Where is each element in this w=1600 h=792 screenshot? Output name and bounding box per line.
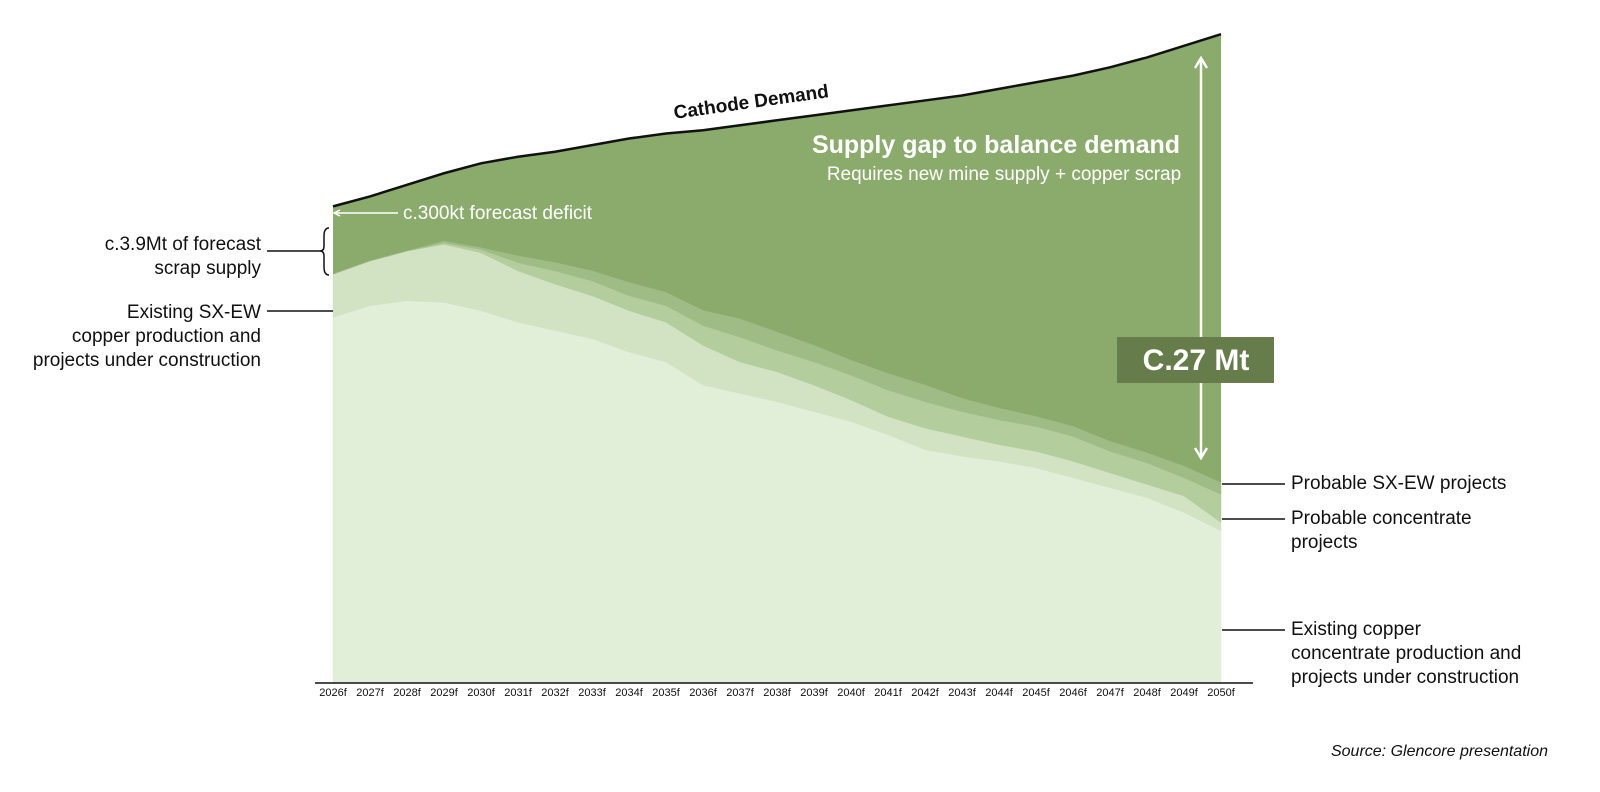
gap-box	[1117, 337, 1274, 383]
x-tick-label: 2045f	[1022, 687, 1050, 699]
x-tick-label: 2030f	[467, 687, 495, 699]
x-tick-label: 2050f	[1207, 687, 1235, 699]
x-tick-label: 2027f	[356, 687, 384, 699]
gap-subtitle: Requires new mine supply + copper scrap	[827, 164, 1181, 185]
legend-label: Existing copper concentrate production a…	[1291, 619, 1522, 688]
legend-label: Probable concentrate projects	[1291, 508, 1472, 553]
x-tick-label: 2044f	[985, 687, 1013, 699]
x-tick-label: 2031f	[504, 687, 532, 699]
x-tick-label: 2047f	[1096, 687, 1124, 699]
x-tick-label: 2042f	[911, 687, 939, 699]
gap-arrow	[1193, 55, 1209, 461]
gap-value: C.27 Mt	[1143, 344, 1250, 377]
x-tick-label: 2032f	[541, 687, 569, 699]
deficit-label: c.300kt forecast deficit	[403, 203, 593, 224]
x-tick-label: 2037f	[726, 687, 754, 699]
x-tick-label: 2048f	[1133, 687, 1161, 699]
x-tick-label: 2036f	[689, 687, 717, 699]
area	[332, 240, 1222, 495]
x-tick-label: 2035f	[652, 687, 680, 699]
x-tick-label: 2049f	[1170, 687, 1198, 699]
x-tick-label: 2041f	[874, 687, 902, 699]
legend-label: Probable SX-EW projects	[1291, 473, 1507, 494]
demand-line	[332, 33, 1222, 208]
x-tick-label: 2043f	[948, 687, 976, 699]
source: Source: Glencore presentation	[1330, 743, 1548, 760]
x-tick-label: 2026f	[319, 687, 347, 699]
x-tick-label: 2046f	[1059, 687, 1087, 699]
x-tick-label: 2028f	[393, 687, 421, 699]
scrap-label: c.3.9Mt of forecast scrap supply	[104, 234, 261, 279]
x-tick-label: 2038f	[763, 687, 791, 699]
x-tick-label: 2040f	[837, 687, 865, 699]
legend-label: Existing SX-EW copper production and pro…	[32, 302, 261, 371]
gap-title: Supply gap to balance demand	[812, 131, 1180, 159]
x-tick-label: 2039f	[800, 687, 828, 699]
deficit-arrow	[332, 209, 398, 217]
x-tick-label: 2029f	[430, 687, 458, 699]
connectors	[267, 227, 1285, 631]
x-tick-label: 2033f	[578, 687, 606, 699]
x-tick-label: 2034f	[615, 687, 643, 699]
